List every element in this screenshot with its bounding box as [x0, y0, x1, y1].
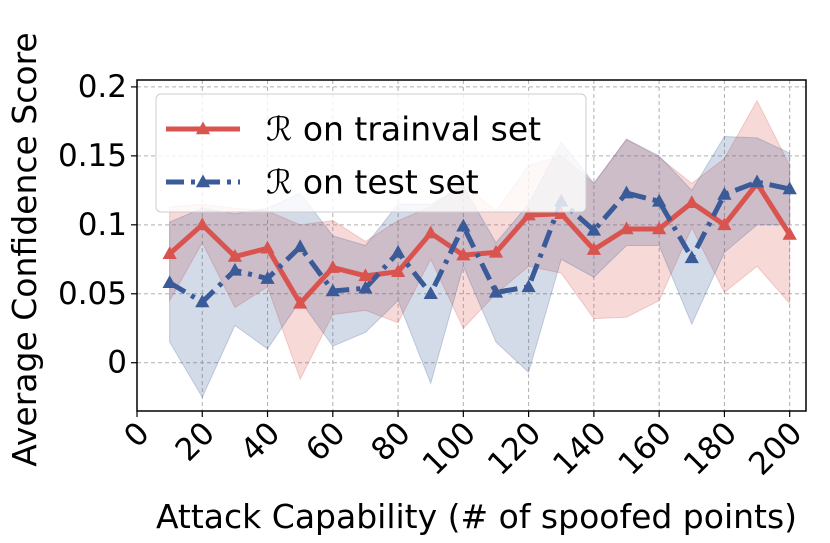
- x-tick-label: 180: [677, 415, 744, 482]
- y-tick-label: 0.05: [58, 276, 127, 312]
- data-point: [358, 268, 373, 282]
- data-point: [227, 249, 243, 262]
- data-point: [554, 206, 569, 220]
- data-point: [619, 185, 634, 199]
- data-point: [652, 193, 667, 207]
- y-tick-label: 0.1: [78, 207, 127, 243]
- data-point: [325, 283, 340, 297]
- y-tick-label: 0.15: [58, 138, 127, 174]
- y-tick-label: 0.2: [78, 69, 127, 105]
- data-point: [782, 181, 797, 195]
- data-point: [717, 186, 732, 200]
- x-tick-label: 60: [299, 415, 352, 468]
- data-point: [293, 295, 308, 309]
- y-axis-ticks: 0 0.05 0.1 0.15 0.2: [58, 69, 137, 381]
- confidence-band: [169, 99, 791, 381]
- data-point: [162, 275, 177, 288]
- data-point: [521, 207, 536, 221]
- y-axis-label: Average Confidence Score: [5, 32, 44, 466]
- data-point: [195, 217, 210, 231]
- plot-frame: [136, 79, 807, 412]
- data-point: [390, 264, 406, 277]
- data-point: [423, 225, 438, 239]
- data-point: [749, 174, 765, 188]
- legend-box: [155, 93, 587, 213]
- x-tick-label: 160: [612, 415, 679, 482]
- confidence-band: [169, 136, 791, 399]
- data-point: [586, 242, 602, 255]
- data-point: [684, 250, 699, 264]
- x-tick-label: 0: [117, 415, 156, 454]
- series-line: [168, 179, 791, 305]
- data-point: [195, 294, 210, 308]
- data-point: [162, 246, 177, 260]
- data-point: [227, 262, 243, 276]
- x-tick-label: 80: [364, 415, 417, 468]
- legend-label: ℛ on trainval set: [266, 110, 541, 149]
- x-tick-label: 120: [481, 415, 548, 482]
- legend: ℛ on trainval set ℛ on test set: [155, 93, 587, 213]
- x-tick-label: 40: [234, 415, 287, 468]
- legend-marker: [195, 121, 211, 135]
- series-markers: [162, 174, 797, 309]
- confidence-bands: [169, 99, 791, 399]
- data-point: [260, 240, 275, 254]
- data-point: [390, 244, 406, 258]
- data-point: [488, 244, 504, 258]
- x-tick-label: 200: [742, 415, 809, 482]
- legend-label: ℛ on test set: [266, 163, 479, 202]
- x-tick-label: 140: [546, 415, 613, 482]
- data-point: [456, 247, 471, 261]
- legend-marker: [195, 174, 211, 188]
- data-point: [358, 280, 373, 294]
- y-tick-label: 0: [107, 345, 127, 381]
- data-point: [488, 284, 504, 298]
- data-point: [521, 279, 536, 293]
- data-point: [619, 221, 634, 235]
- data-point: [260, 271, 275, 284]
- data-point: [717, 217, 732, 231]
- x-tick-label: 20: [169, 415, 222, 468]
- data-point: [652, 221, 667, 235]
- data-point: [423, 286, 438, 300]
- data-point: [456, 218, 471, 232]
- x-tick-label: 100: [416, 415, 483, 482]
- x-axis-label: Attack Capability (# of spoofed points): [156, 497, 797, 536]
- data-point: [586, 222, 602, 236]
- data-point: [325, 260, 340, 273]
- data-point: [782, 226, 797, 240]
- data-point: [293, 239, 308, 253]
- data-point: [684, 195, 699, 208]
